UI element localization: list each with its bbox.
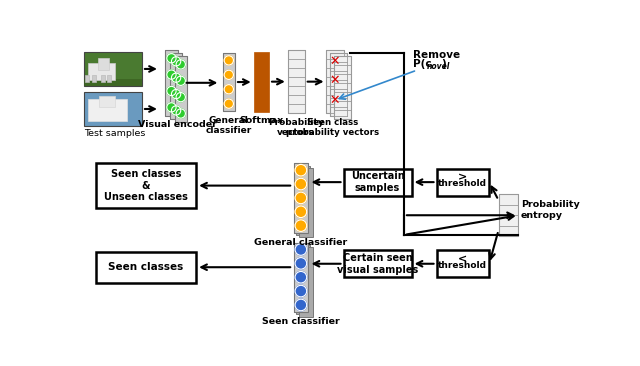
Bar [165,50,178,116]
Circle shape [176,109,186,118]
Bar [84,79,142,86]
Bar [294,243,308,312]
Bar [223,53,235,111]
Bar [499,194,518,236]
Text: Seen classes
&
Unseen classes: Seen classes & Unseen classes [104,169,188,202]
Text: threshold: threshold [438,261,487,270]
Bar [344,250,412,277]
Bar [95,163,196,208]
Bar [294,163,308,232]
Circle shape [224,56,234,65]
Text: Probability
entropy: Probability entropy [521,200,580,220]
Circle shape [176,60,186,69]
Circle shape [295,220,307,231]
Bar [84,52,142,86]
Bar [84,92,142,126]
Circle shape [295,272,307,283]
Text: ): ) [441,59,446,69]
Circle shape [224,99,234,108]
Text: >: > [458,172,467,183]
Text: Test samples: Test samples [84,130,145,138]
Circle shape [167,86,176,96]
Bar [85,75,90,82]
Text: threshold: threshold [438,179,487,188]
Circle shape [295,258,307,269]
Circle shape [172,73,180,82]
Bar [298,168,312,237]
Bar [98,58,109,70]
Bar [88,63,115,80]
Circle shape [172,89,180,99]
Bar [95,252,196,283]
Bar [288,50,305,113]
Text: Probability
vectors: Probability vectors [268,118,324,137]
Text: Seen classes: Seen classes [108,262,184,272]
Bar [334,56,351,119]
Circle shape [295,244,307,255]
Text: General
classifier: General classifier [205,116,252,135]
Bar [99,96,115,107]
Bar [344,169,412,195]
Bar [294,243,308,312]
Text: Uncertain
samples: Uncertain samples [351,171,404,193]
Circle shape [295,164,307,176]
Circle shape [295,178,307,190]
Bar [175,56,187,122]
Bar [170,53,182,119]
Bar [436,250,489,277]
Text: ✕: ✕ [330,94,340,107]
Circle shape [176,93,186,102]
Circle shape [224,70,234,79]
Circle shape [295,285,307,297]
Circle shape [224,85,234,94]
Bar [436,169,489,195]
Text: Visual encoder: Visual encoder [138,120,217,129]
Text: Seen class
probability vectors: Seen class probability vectors [286,118,380,137]
Bar [165,50,178,116]
Bar [101,75,105,82]
Circle shape [167,54,176,63]
Bar [294,163,308,232]
Bar [107,75,111,82]
Text: ✕: ✕ [330,55,340,68]
Bar [296,165,310,235]
Circle shape [176,76,186,85]
Circle shape [295,206,307,217]
Bar [88,99,127,121]
Text: <: < [458,254,467,264]
Bar [253,52,269,112]
Circle shape [295,299,307,311]
Bar [170,53,182,119]
Text: General classifier: General classifier [254,238,348,247]
Circle shape [295,192,307,204]
Circle shape [167,70,176,79]
Bar [330,53,348,116]
Circle shape [167,103,176,112]
Bar [326,50,344,113]
Bar [175,56,187,122]
Text: novel: novel [428,61,451,71]
Bar [296,245,310,314]
Bar [92,75,95,82]
Bar [223,53,235,111]
Text: Certain seen
visual samples: Certain seen visual samples [337,253,418,274]
Circle shape [172,106,180,115]
Bar [298,247,312,317]
Text: P(c: P(c [413,59,432,69]
Circle shape [172,57,180,66]
Text: Remove: Remove [413,50,460,60]
Text: ✕: ✕ [330,74,340,87]
Text: Softmax: Softmax [239,116,284,125]
Text: Seen classifier: Seen classifier [262,317,340,326]
